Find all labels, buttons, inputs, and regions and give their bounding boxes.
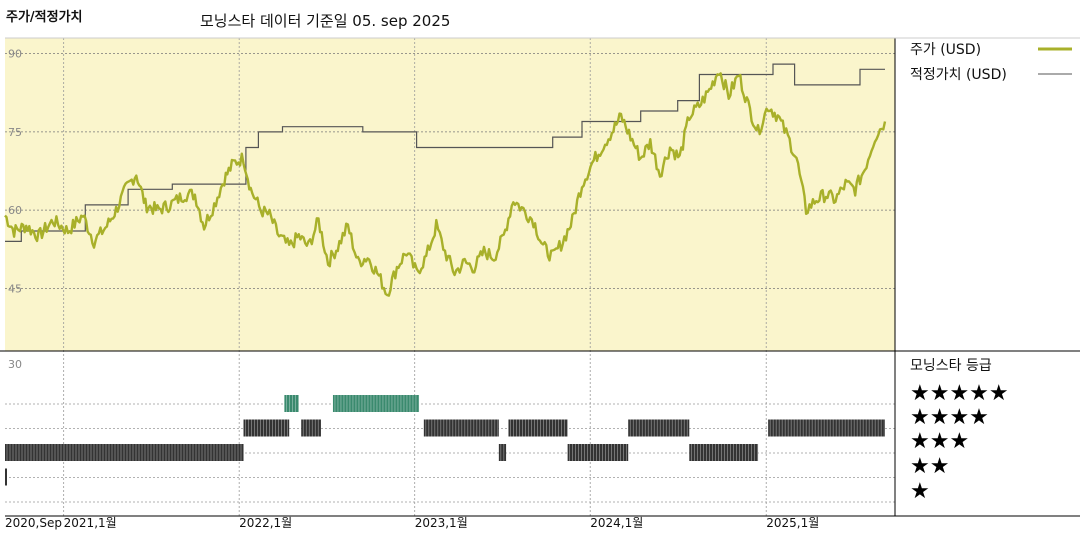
x-tick-label: 2021,1월 <box>64 516 117 530</box>
y-tick-layer: 90 75 60 45 <box>8 48 22 296</box>
fair-value-line <box>5 63 885 242</box>
rating-5-stars: ★★★★★ <box>910 381 1009 406</box>
rating-1-star: ★ <box>910 479 930 504</box>
y-tick-label: 90 <box>8 48 22 61</box>
chart-title: 주가/적정가치 <box>6 10 83 25</box>
rating-bar-5-stars <box>332 395 420 412</box>
rating-bar-2-stars <box>5 468 7 486</box>
rating-bar-3-stars <box>498 444 507 461</box>
x-tick-label: 2020,Sep <box>5 516 62 530</box>
rating-3-stars: ★★★ <box>910 429 969 454</box>
legend-fair-label: 적정가치 (USD) <box>910 67 1007 83</box>
x-tick-label: 2023,1월 <box>415 516 468 530</box>
rating-bar-4-stars <box>301 419 321 437</box>
rating-bar-3-stars <box>5 444 244 461</box>
y-tick-label: 60 <box>8 204 22 217</box>
price-layer <box>4 72 887 297</box>
rating-4-stars: ★★★★ <box>910 405 989 430</box>
rating-bar-5-stars <box>284 395 299 412</box>
legend-price-label: 주가 (USD) <box>910 42 981 58</box>
rating-bar-3-stars <box>567 444 629 461</box>
rating-title: 모닝스타 등급 <box>910 358 992 374</box>
x-tick-label: 2022,1월 <box>239 516 292 530</box>
rating-bar-4-stars <box>628 419 690 437</box>
rating-bar-4-stars <box>423 419 499 437</box>
rating-2-stars: ★★ <box>910 454 949 479</box>
y-tick-label: 45 <box>8 282 22 295</box>
x-tick-label: 2025,1월 <box>766 516 819 530</box>
x-tick-label: 2024,1월 <box>590 516 643 530</box>
chart-subtitle: 모닝스타 데이터 기준일 05. sep 2025 <box>200 12 451 30</box>
legend: 주가 (USD) 적정가치 (USD) 모닝스타 등급 ★★★★★ ★★★★ ★… <box>910 42 1072 504</box>
rating-layer <box>5 395 885 486</box>
rating-bar-4-stars <box>768 419 885 437</box>
x-tick-layer: 2020,Sep 2021,1월 2022,1월 2023,1월 2024,1월 2025… <box>5 516 819 530</box>
rating-bar-3-stars <box>689 444 759 461</box>
rating-bar-4-stars <box>243 419 290 437</box>
fair-value-layer <box>5 63 885 242</box>
y-tick-label: 75 <box>8 126 22 139</box>
rating-axis-label: 30 <box>8 358 22 371</box>
price-plot-background <box>5 38 895 351</box>
rating-bar-4-stars <box>508 419 568 437</box>
price-line <box>4 72 887 297</box>
